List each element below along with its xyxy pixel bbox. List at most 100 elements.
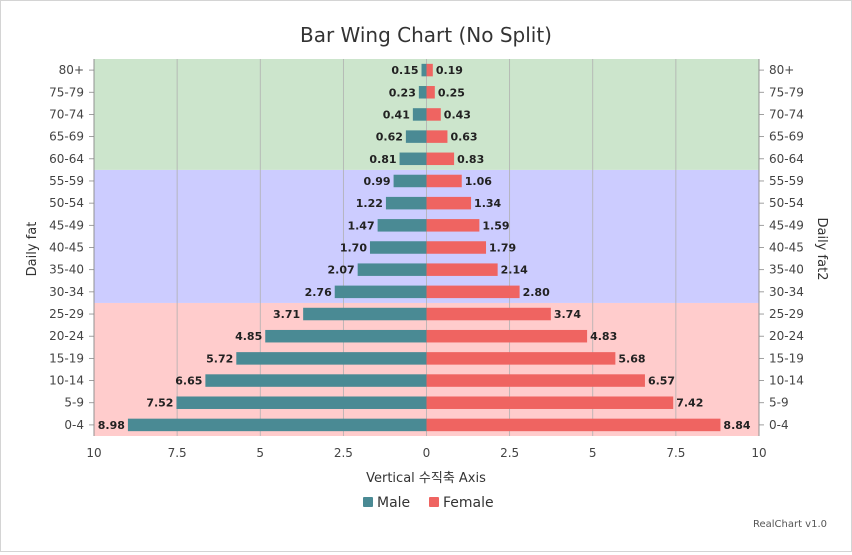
data-label-female-5-9: 7.42 bbox=[676, 397, 703, 410]
data-label-male-5-9: 7.52 bbox=[146, 397, 173, 410]
bar-male-35-40[interactable] bbox=[357, 263, 427, 276]
data-label-female-75-79: 0.25 bbox=[438, 86, 465, 99]
x-tick-2: 7.5 bbox=[168, 446, 187, 460]
data-label-male-50-54: 1.22 bbox=[356, 197, 383, 210]
y-tick-left-10-14: 10-14 bbox=[49, 374, 84, 388]
x-axis-ticks: 10 7.5 5 2.5 0 2.5 5 7.5 10 bbox=[86, 446, 766, 460]
bar-male-25-29[interactable] bbox=[303, 307, 427, 321]
data-label-female-60-64: 0.83 bbox=[457, 153, 484, 166]
x-tick-8: 7.5 bbox=[666, 446, 685, 460]
bar-female-40-45[interactable] bbox=[426, 241, 487, 254]
bar-male-30-34[interactable] bbox=[334, 285, 427, 299]
bar-female-45-49[interactable] bbox=[426, 219, 480, 232]
y-tick-left-45-49: 45-49 bbox=[49, 218, 84, 232]
y-tick-left-75-79: 75-79 bbox=[49, 85, 84, 99]
bar-female-55-59[interactable] bbox=[426, 174, 462, 188]
bar-female-80+[interactable] bbox=[426, 63, 433, 77]
data-label-male-10-14: 6.65 bbox=[175, 375, 202, 388]
data-label-male-80+: 0.15 bbox=[391, 64, 418, 77]
legend-label-female: Female bbox=[443, 495, 494, 511]
bar-male-70-74[interactable] bbox=[412, 108, 427, 121]
data-label-male-70-74: 0.41 bbox=[383, 108, 410, 121]
y-tick-left-20-24: 20-24 bbox=[49, 329, 84, 343]
bar-male-0-4[interactable] bbox=[127, 418, 427, 432]
data-label-female-80+: 0.19 bbox=[436, 64, 463, 77]
y-tick-left-50-54: 50-54 bbox=[49, 196, 84, 210]
bar-male-55-59[interactable] bbox=[393, 174, 427, 188]
legend: Male Female bbox=[363, 495, 494, 511]
y-tick-right-15-19: 15-19 bbox=[769, 351, 804, 365]
data-label-female-50-54: 1.34 bbox=[474, 197, 501, 210]
x-tick-6: 2.5 bbox=[500, 446, 519, 460]
bar-female-5-9[interactable] bbox=[426, 396, 674, 409]
data-labels: 8.98 7.526.65 5.724.85 3.71 2.76 2.07 1.70 1.47… bbox=[98, 64, 751, 432]
bar-female-60-64[interactable] bbox=[426, 152, 455, 166]
y-axis-title-left: Daily fat bbox=[25, 222, 40, 277]
bar-female-0-4[interactable] bbox=[426, 418, 721, 432]
data-label-male-60-64: 0.81 bbox=[369, 153, 396, 166]
y-tick-right-0-4: 0-4 bbox=[769, 418, 789, 432]
data-label-female-55-59: 1.06 bbox=[465, 175, 492, 188]
data-label-male-0-4: 8.98 bbox=[98, 419, 125, 432]
y-tick-right-45-49: 45-49 bbox=[769, 218, 804, 232]
bar-female-10-14[interactable] bbox=[426, 374, 645, 387]
x-axis-title: Vertical 수직축 Axis bbox=[366, 471, 486, 486]
bar-male-5-9[interactable] bbox=[176, 396, 427, 409]
y-tick-left-55-59: 55-59 bbox=[49, 174, 84, 188]
y-tick-left-35-40: 35-40 bbox=[49, 263, 84, 277]
bar-male-50-54[interactable] bbox=[385, 196, 427, 210]
bar-female-65-69[interactable] bbox=[426, 130, 448, 143]
data-label-female-70-74: 0.43 bbox=[444, 108, 471, 121]
data-label-male-75-79: 0.23 bbox=[389, 86, 416, 99]
x-tick-4: 2.5 bbox=[334, 446, 353, 460]
legend-item-male[interactable]: Male bbox=[363, 495, 410, 511]
data-label-male-65-69: 0.62 bbox=[376, 131, 403, 144]
bar-female-50-54[interactable] bbox=[426, 196, 472, 210]
y-tick-left-0-4: 0-4 bbox=[64, 418, 84, 432]
data-label-female-25-29: 3.74 bbox=[554, 308, 581, 321]
data-label-female-45-49: 1.59 bbox=[482, 219, 509, 232]
y-tick-left-15-19: 15-19 bbox=[49, 351, 84, 365]
data-label-female-10-14: 6.57 bbox=[648, 375, 675, 388]
y-tick-left-80+: 80+ bbox=[59, 63, 84, 77]
y-tick-right-40-45: 40-45 bbox=[769, 241, 804, 255]
y-tick-right-20-24: 20-24 bbox=[769, 329, 804, 343]
bar-female-75-79[interactable] bbox=[426, 86, 435, 99]
y-axis-title-right: Daily fat2 bbox=[814, 218, 829, 281]
data-label-female-20-24: 4.83 bbox=[590, 330, 617, 343]
bar-male-75-79[interactable] bbox=[418, 86, 427, 99]
y-tick-right-50-54: 50-54 bbox=[769, 196, 804, 210]
y-tick-left-30-34: 30-34 bbox=[49, 285, 84, 299]
y-tick-right-80+: 80+ bbox=[769, 63, 794, 77]
data-label-female-0-4: 8.84 bbox=[723, 419, 750, 432]
y-tick-left-40-45: 40-45 bbox=[49, 241, 84, 255]
data-label-male-30-34: 2.76 bbox=[305, 286, 332, 299]
bar-male-10-14[interactable] bbox=[205, 374, 427, 387]
y-tick-right-75-79: 75-79 bbox=[769, 85, 804, 99]
bar-female-70-74[interactable] bbox=[426, 108, 441, 121]
legend-label-male: Male bbox=[377, 495, 410, 511]
bar-male-15-19[interactable] bbox=[236, 352, 427, 365]
bar-female-15-19[interactable] bbox=[426, 352, 616, 365]
data-label-male-15-19: 5.72 bbox=[206, 352, 233, 365]
bar-male-40-45[interactable] bbox=[369, 241, 427, 254]
y-tick-left-5-9: 5-9 bbox=[64, 396, 84, 410]
bar-male-20-24[interactable] bbox=[265, 329, 427, 343]
bar-female-35-40[interactable] bbox=[426, 263, 498, 276]
bar-female-25-29[interactable] bbox=[426, 307, 551, 321]
y-tick-right-35-40: 35-40 bbox=[769, 263, 804, 277]
legend-swatch-female bbox=[429, 497, 439, 507]
bar-female-30-34[interactable] bbox=[426, 285, 520, 299]
y-axis-ticks: 0-4 0-4 5-9 5-9 10-14 10-14 15-19 15-19 20-24 20-… bbox=[49, 59, 804, 436]
y-tick-right-10-14: 10-14 bbox=[769, 374, 804, 388]
data-label-female-35-40: 2.14 bbox=[501, 264, 528, 277]
bar-male-60-64[interactable] bbox=[399, 152, 427, 166]
bar-male-45-49[interactable] bbox=[377, 219, 427, 232]
bar-male-80+[interactable] bbox=[421, 63, 427, 77]
legend-item-female[interactable]: Female bbox=[429, 495, 494, 511]
data-label-female-40-45: 1.79 bbox=[489, 242, 516, 255]
bar-female-20-24[interactable] bbox=[426, 329, 588, 343]
bar-male-65-69[interactable] bbox=[405, 130, 427, 143]
